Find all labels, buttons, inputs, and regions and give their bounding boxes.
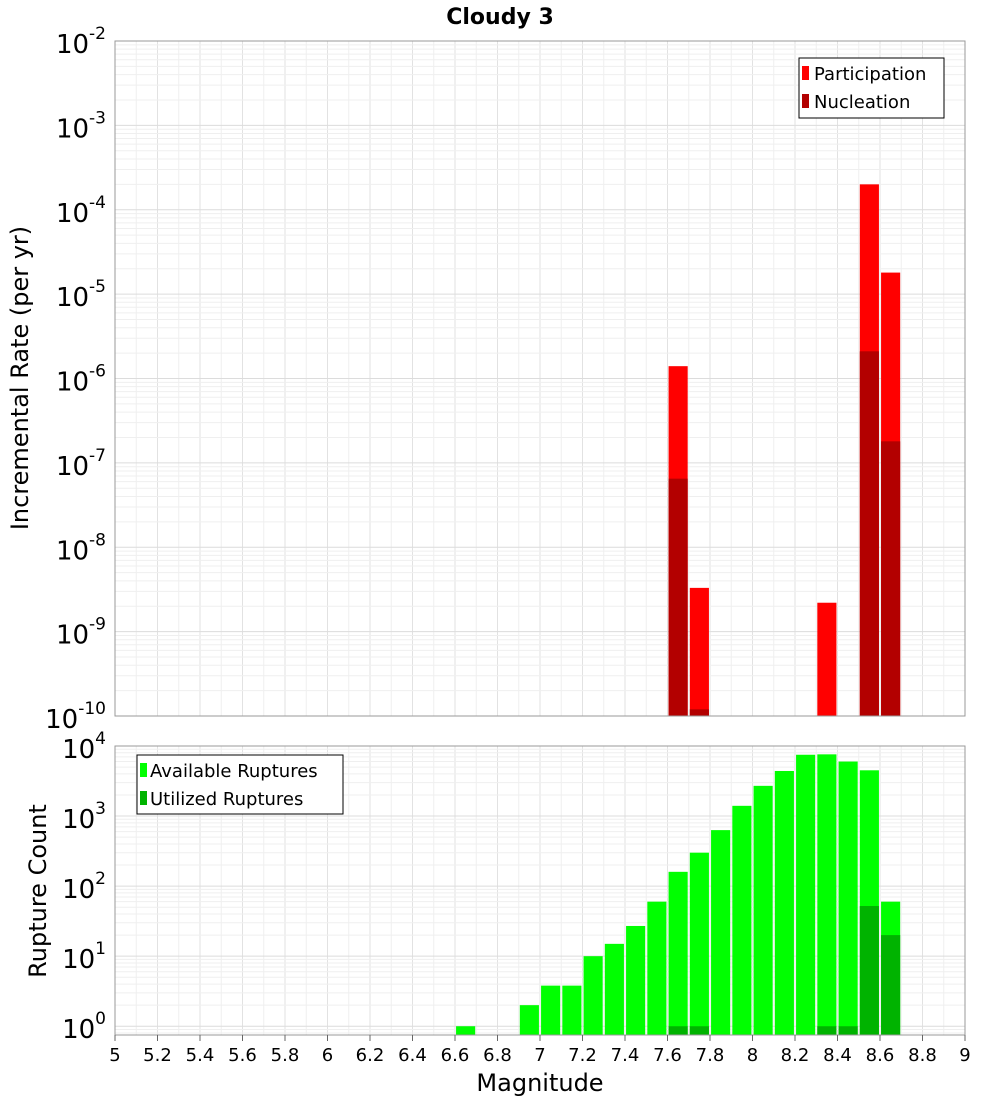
y-tick-label: 10-8 xyxy=(56,530,106,566)
top-plot-frame xyxy=(114,40,966,717)
x-tick-label: 5.2 xyxy=(143,1045,172,1066)
bar-participation xyxy=(689,587,709,716)
y-tick-label: 103 xyxy=(62,799,106,835)
legend-label-participation: Participation xyxy=(814,64,926,85)
y-tick-label: 10-4 xyxy=(56,193,106,229)
legend-label-nucleation: Nucleation xyxy=(814,92,910,113)
top-gridlines xyxy=(115,41,965,716)
y-tick-label: 10-2 xyxy=(56,24,106,60)
bar-available-ruptures xyxy=(774,770,794,1035)
x-tick-label: 7 xyxy=(534,1045,545,1066)
x-tick-label: 8 xyxy=(747,1045,758,1066)
x-tick-label: 6.6 xyxy=(441,1045,470,1066)
bar-utilized-ruptures xyxy=(817,1026,837,1035)
bottom-y-tick-labels: 100 101 102 103 104 xyxy=(62,729,106,1045)
x-tick-label: 5.8 xyxy=(271,1045,300,1066)
bar-utilized-ruptures xyxy=(859,906,879,1035)
legend-swatch-utilized-ruptures xyxy=(140,791,147,805)
legend-swatch-participation xyxy=(802,66,809,80)
y-tick-label: 10-10 xyxy=(45,699,106,735)
bottom-bars xyxy=(456,754,901,1035)
y-tick-label: 102 xyxy=(62,869,106,905)
chart-title: Cloudy 3 xyxy=(446,5,554,30)
legend-swatch-nucleation xyxy=(802,94,809,108)
bar-utilized-ruptures xyxy=(881,935,901,1035)
top-bars xyxy=(668,184,901,717)
top-y-tick-labels: 10-10 10-9 10-8 10-7 10-6 10-5 10-4 10-3 10-2 xyxy=(45,24,106,735)
top-legend: Participation Nucleation xyxy=(798,57,945,119)
x-tick-label: 9 xyxy=(959,1045,970,1066)
y-tick-label: 10-9 xyxy=(56,615,106,651)
y-tick-label: 104 xyxy=(62,729,106,765)
top-legend-box xyxy=(798,57,945,119)
bar-available-ruptures xyxy=(583,956,603,1035)
bar-nucleation xyxy=(668,478,688,716)
bar-utilized-ruptures xyxy=(668,1026,688,1035)
x-tick-label: 6.8 xyxy=(483,1045,512,1066)
bar-available-ruptures xyxy=(796,754,816,1035)
bar-participation xyxy=(817,602,837,716)
bar-utilized-ruptures xyxy=(689,1026,709,1035)
bar-available-ruptures xyxy=(541,985,561,1035)
bar-available-ruptures xyxy=(753,785,773,1035)
x-tick-label: 5.4 xyxy=(186,1045,215,1066)
y-tick-label: 10-7 xyxy=(56,446,106,482)
top-y-axis-label: Incremental Rate (per yr) xyxy=(6,226,34,530)
bar-available-ruptures xyxy=(456,1026,476,1035)
y-tick-label: 101 xyxy=(62,939,106,975)
bar-nucleation xyxy=(881,441,901,716)
bar-available-ruptures xyxy=(711,830,731,1035)
bottom-y-axis-label: Rupture Count xyxy=(24,804,52,978)
x-tick-label: 7.2 xyxy=(568,1045,597,1066)
bar-available-ruptures xyxy=(732,805,752,1035)
x-tick-labels: 5 5.2 5.4 5.6 5.8 6 6.2 6.4 6.6 6.8 7 7.2 7.4 7.6 7.8 8… xyxy=(109,1035,971,1066)
legend-label-utilized-ruptures: Utilized Ruptures xyxy=(150,789,303,810)
x-tick-label: 7.8 xyxy=(696,1045,725,1066)
x-tick-label: 6.2 xyxy=(356,1045,385,1066)
bar-available-ruptures xyxy=(562,985,582,1035)
x-tick-label: 8.8 xyxy=(908,1045,937,1066)
bar-available-ruptures xyxy=(626,925,646,1035)
x-tick-label: 5.6 xyxy=(228,1045,257,1066)
bar-nucleation xyxy=(859,351,879,716)
bar-utilized-ruptures xyxy=(838,1026,858,1035)
bottom-legend-box xyxy=(136,754,344,815)
x-tick-label: 7.6 xyxy=(653,1045,682,1066)
bar-available-ruptures xyxy=(817,754,837,1035)
x-tick-label: 7.4 xyxy=(611,1045,640,1066)
x-tick-label: 8.4 xyxy=(823,1045,852,1066)
bar-available-ruptures xyxy=(604,943,624,1035)
bar-nucleation xyxy=(689,709,709,716)
x-tick-label: 5 xyxy=(109,1045,120,1066)
x-tick-label: 6.4 xyxy=(398,1045,427,1066)
rupture-count-plot: 100 101 102 103 104 5 5.2 5.4 5.6 5.8 6 6.2 6.4 6.6 6… xyxy=(24,729,971,1097)
bottom-legend: Available Ruptures Utilized Ruptures xyxy=(136,754,344,815)
y-tick-label: 10-5 xyxy=(56,277,106,313)
x-axis-label: Magnitude xyxy=(476,1069,603,1097)
x-tick-label: 8.2 xyxy=(781,1045,810,1066)
bar-available-ruptures xyxy=(647,901,667,1035)
bar-available-ruptures xyxy=(519,1005,539,1035)
bar-available-ruptures xyxy=(668,871,688,1035)
bar-available-ruptures xyxy=(838,761,858,1035)
participation-nucleation-plot: 10-10 10-9 10-8 10-7 10-6 10-5 10-4 10-3 10-2 In… xyxy=(6,24,966,735)
y-tick-label: 100 xyxy=(62,1009,106,1045)
y-tick-label: 10-3 xyxy=(56,108,106,144)
x-tick-label: 8.6 xyxy=(866,1045,895,1066)
x-tick-label: 6 xyxy=(322,1045,333,1066)
legend-label-available-ruptures: Available Ruptures xyxy=(150,761,318,782)
y-tick-label: 10-6 xyxy=(56,362,106,398)
legend-swatch-available-ruptures xyxy=(140,763,147,777)
bar-available-ruptures xyxy=(689,852,709,1035)
